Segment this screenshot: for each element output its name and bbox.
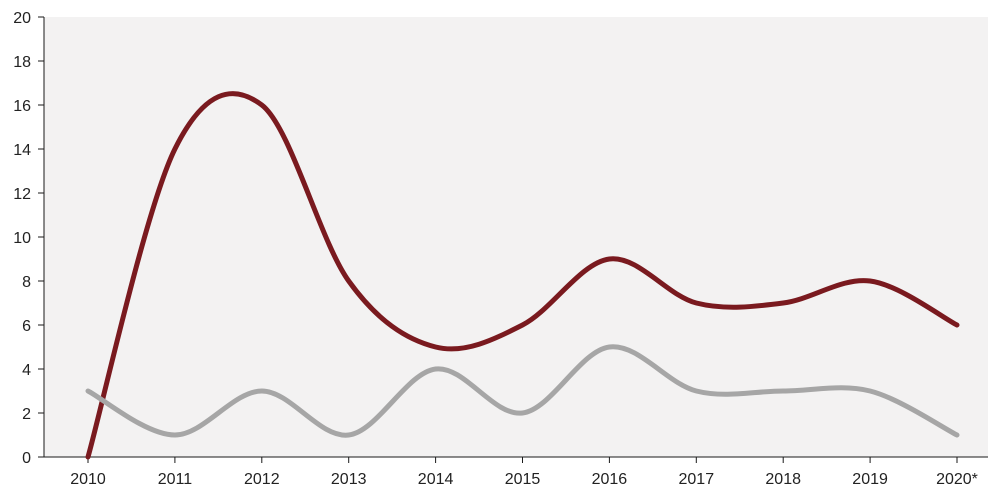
x-tick-label: 2020* [936,471,978,488]
x-tick-label: 2017 [679,471,715,488]
y-tick-label: 2 [22,406,31,423]
x-tick-label: 2013 [331,471,367,488]
y-tick-label: 12 [13,186,31,203]
y-axis: 0 2 4 6 8 10 12 14 16 18 20 [13,10,45,467]
series-lines [85,91,960,460]
x-tick-label: 2012 [244,471,280,488]
x-tick-label: 2019 [852,471,888,488]
x-tick-label: 2014 [418,471,454,488]
x-axis: 2010 2011 2012 2013 2014 2015 2016 2017 2018 2019… [44,456,988,488]
y-tick-label: 6 [22,318,31,335]
x-tick-label: 2015 [505,471,541,488]
series-1-line [85,91,960,460]
y-tick-label: 14 [13,142,31,159]
y-tick-label: 20 [13,10,31,27]
plot-background [44,17,988,457]
y-tick-label: 16 [13,98,31,115]
series-2-line [85,344,960,438]
y-tick-label: 0 [22,450,31,467]
x-tick-label: 2016 [592,471,628,488]
y-tick-label: 4 [22,362,31,379]
y-tick-label: 18 [13,54,31,71]
y-tick-label: 10 [13,230,31,247]
x-tick-label: 2010 [70,471,106,488]
y-tick-label: 8 [22,274,31,291]
x-tick-label: 2011 [158,471,193,488]
x-tick-label: 2018 [765,471,801,488]
